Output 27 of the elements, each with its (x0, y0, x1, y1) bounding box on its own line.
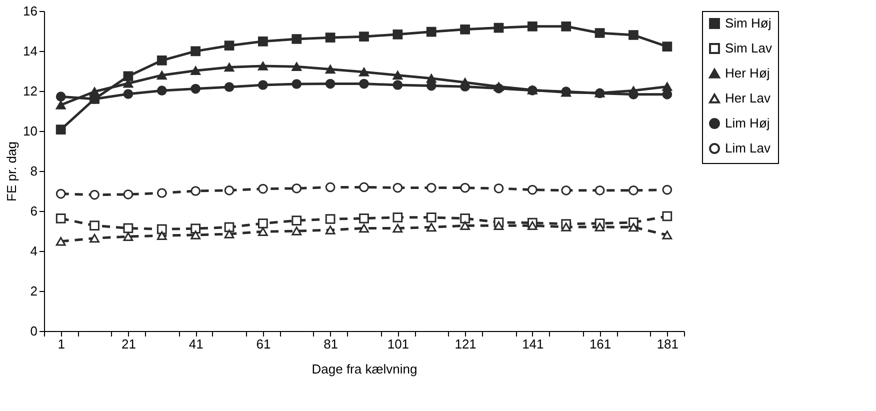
x-tick-label: 41 (188, 336, 204, 352)
y-tick-label: 6 (30, 204, 38, 218)
legend-label: Sim Høj (725, 16, 772, 30)
x-tick-label: 101 (387, 336, 410, 352)
y-tick-label: 14 (23, 44, 38, 58)
x-tick-label: 81 (324, 336, 338, 352)
x-tick-label: 161 (589, 336, 612, 352)
x-tick-label: 21 (121, 336, 136, 352)
y-tick-label: 12 (23, 84, 38, 98)
x-tick-label: 61 (256, 336, 271, 352)
y-tick-label: 16 (23, 4, 38, 18)
x-tick-label: 181 (656, 336, 679, 352)
y-tick-label: 4 (30, 244, 38, 258)
y-tick-label: 2 (30, 284, 38, 298)
x-tick-label: 121 (454, 336, 476, 352)
legend-label: Lim Lav (725, 140, 772, 156)
x-tick-label: 141 (522, 336, 544, 352)
legend-label: Lim Høj (725, 116, 770, 130)
legend-label: Her Lav (725, 90, 772, 106)
legend-label: Her Høj (725, 66, 770, 80)
legend-label: Sim Lav (725, 40, 772, 56)
x-tick-label: 1 (58, 336, 65, 352)
y-tick-label: 0 (30, 324, 38, 338)
y-axis-title: FE pr. dag (4, 142, 20, 202)
y-tick-label: 8 (30, 164, 38, 178)
x-axis-title: Dage fra kælvning (312, 362, 418, 376)
y-tick-label: 10 (23, 124, 38, 138)
